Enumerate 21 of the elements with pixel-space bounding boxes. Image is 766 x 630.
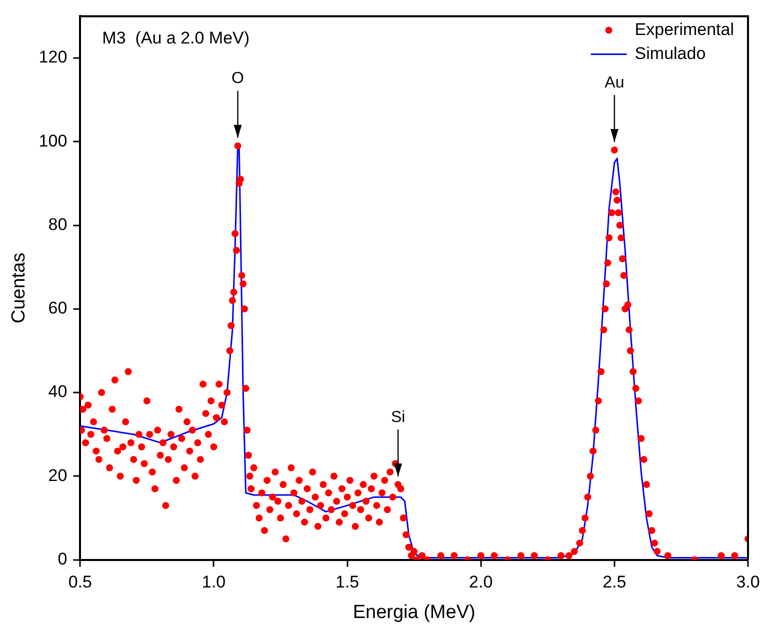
annotation: Au [604,74,624,92]
y-tick-label: 80 [48,214,68,234]
annotation: M3 (Au a 2.0 MeV) [102,28,250,48]
legend-label: Experimental [634,20,734,39]
y-tick-label: 60 [48,298,68,318]
y-axis-title: Cuentas [8,252,30,324]
legend-label: Simulado [634,44,706,63]
annotation: O [232,70,244,88]
x-tick-label: 2.5 [602,572,626,592]
x-tick-label: 2.0 [469,572,493,592]
x-axis-title: Energia (MeV) [352,602,476,623]
y-tick-label: 100 [38,131,68,150]
y-tick-label: 0 [58,549,68,568]
y-tick-label: 120 [38,48,68,67]
x-tick-label: 0.5 [68,572,92,592]
y-tick-label: 40 [48,382,68,402]
x-tick-label: 1.5 [335,572,360,592]
annotation: Si [390,408,406,426]
x-tick-label: 3.0 [736,572,760,592]
y-tick-label: 20 [48,466,68,485]
x-tick-label: 1.0 [202,572,226,592]
